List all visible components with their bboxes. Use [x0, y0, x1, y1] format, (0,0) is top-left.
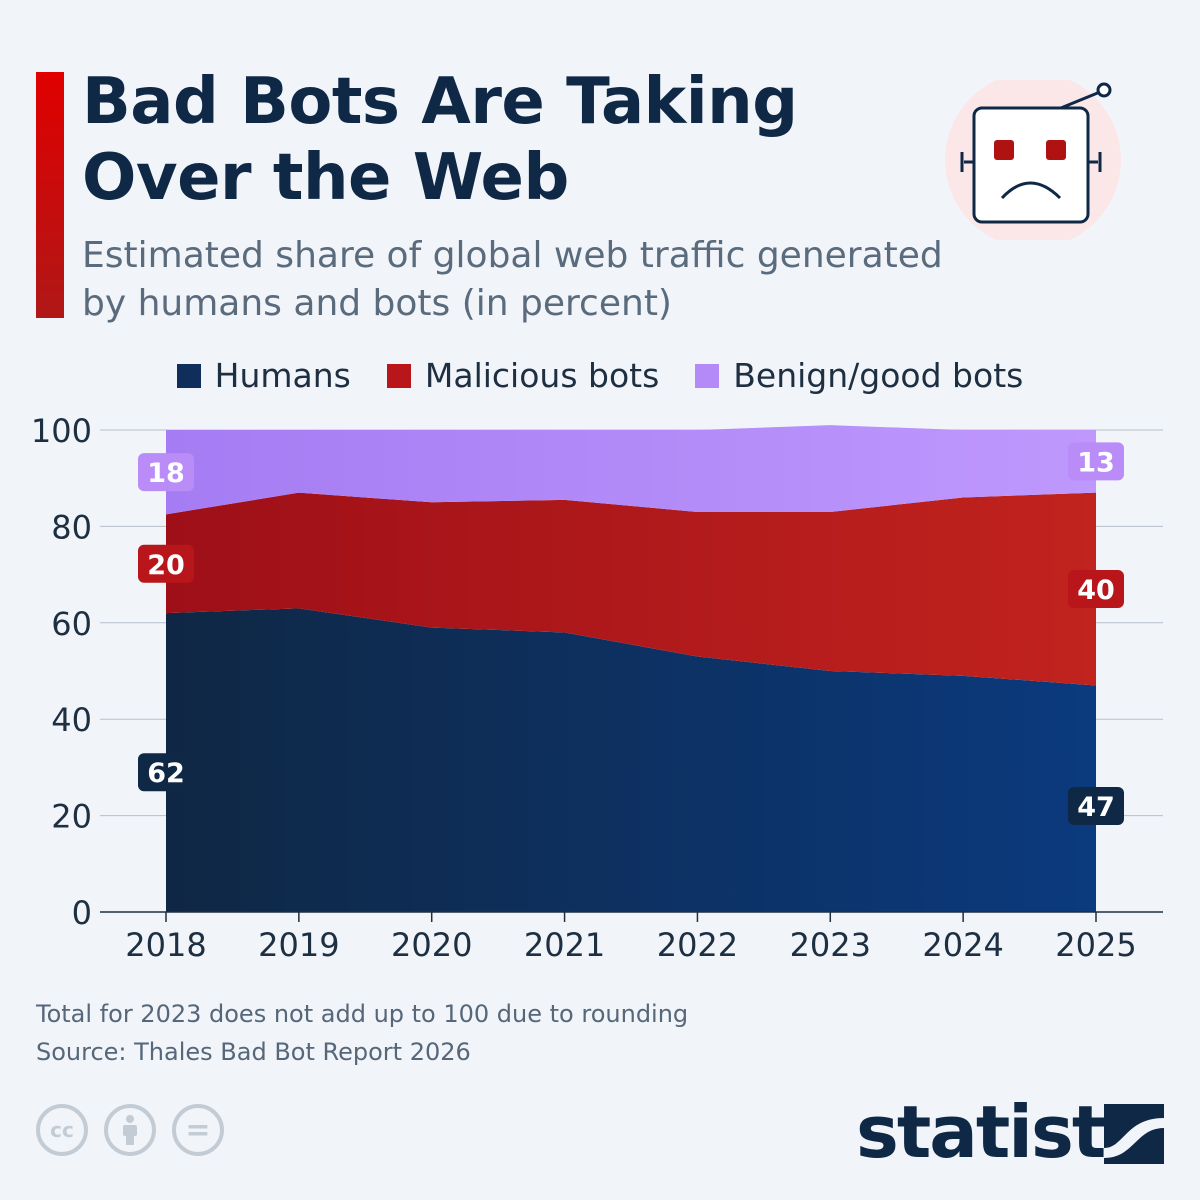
data-label-humans-2025: 47: [1068, 786, 1124, 825]
x-tick-label-2019: 2019: [258, 926, 339, 964]
data-label-text: 18: [147, 458, 185, 489]
sad-robot-icon: [945, 80, 1121, 240]
legend-swatch-benign: [695, 363, 720, 388]
x-tick-label-2025: 2025: [1055, 926, 1136, 964]
legend-swatch-malicious: [386, 363, 411, 388]
data-label-humans-2018: 62: [138, 753, 194, 792]
legend-label-benign: Benign/good bots: [733, 356, 1024, 395]
data-label-box: [138, 453, 194, 492]
area-humans: [166, 608, 1096, 912]
data-label-text: 40: [1077, 575, 1115, 606]
legend-label-humans: Humans: [214, 356, 351, 395]
legend-label-malicious: Malicious bots: [424, 356, 660, 395]
y-tick-label-0: 0: [72, 894, 92, 932]
data-label-text: 13: [1077, 447, 1115, 478]
x-tick-label-2024: 2024: [922, 926, 1003, 964]
data-label-text: 20: [147, 550, 185, 581]
data-label-box: [1068, 442, 1124, 481]
license-icons: cc =: [36, 1104, 224, 1156]
stacked-area-chart: 62 47 20 40 18 13 0 20 40 60 80 100 2018 2019 2020 202…: [31, 412, 1163, 964]
chart-footnote: Total for 2023 does not add up to 100 du…: [36, 1000, 689, 1028]
area-malicious-bots: [166, 492, 1096, 686]
person-icon: [123, 1115, 137, 1145]
y-tick-label-100: 100: [31, 412, 92, 450]
data-label-box: [138, 544, 194, 583]
nd-icon[interactable]: =: [172, 1104, 224, 1156]
y-tick-label-60: 60: [51, 605, 92, 643]
area-benign-bots: [166, 425, 1096, 515]
data-label-benign-bots-2018: 18: [138, 453, 194, 492]
x-tick-label-2018: 2018: [125, 926, 206, 964]
legend-swatch-humans: [176, 363, 201, 388]
x-tick-label-2023: 2023: [790, 926, 871, 964]
data-label-text: 62: [147, 758, 185, 789]
by-icon[interactable]: [104, 1104, 156, 1156]
chart-legend: Humans Malicious bots Benign/good bots: [0, 356, 1200, 395]
legend-item-malicious: Malicious bots: [386, 356, 660, 395]
legend-item-humans: Humans: [176, 356, 351, 395]
data-label-box: [1068, 786, 1124, 825]
x-tick-label-2021: 2021: [524, 926, 605, 964]
cc-icon[interactable]: cc: [36, 1104, 88, 1156]
accent-bar: [36, 72, 64, 318]
y-tick-label-20: 20: [51, 798, 92, 836]
data-label-benign-bots-2025: 13: [1068, 442, 1124, 481]
data-label-box: [1068, 570, 1124, 609]
data-label-text: 47: [1077, 792, 1115, 823]
chart-source: Source: Thales Bad Bot Report 2026: [36, 1038, 471, 1066]
data-label-malicious-bots-2025: 40: [1068, 570, 1124, 609]
statista-logo-icon[interactable]: [1104, 1104, 1164, 1164]
data-label-malicious-bots-2018: 20: [138, 544, 194, 583]
page-title: Bad Bots Are Taking Over the Web: [82, 65, 798, 215]
statista-wordmark[interactable]: statista: [856, 1090, 1153, 1174]
page-subtitle: Estimated share of global web traffic ge…: [82, 235, 943, 324]
legend-item-benign: Benign/good bots: [695, 356, 1023, 395]
y-tick-label-80: 80: [51, 508, 92, 546]
data-label-box: [138, 753, 194, 792]
x-tick-label-2020: 2020: [391, 926, 472, 964]
y-tick-label-40: 40: [51, 701, 92, 739]
x-tick-label-2022: 2022: [657, 926, 738, 964]
